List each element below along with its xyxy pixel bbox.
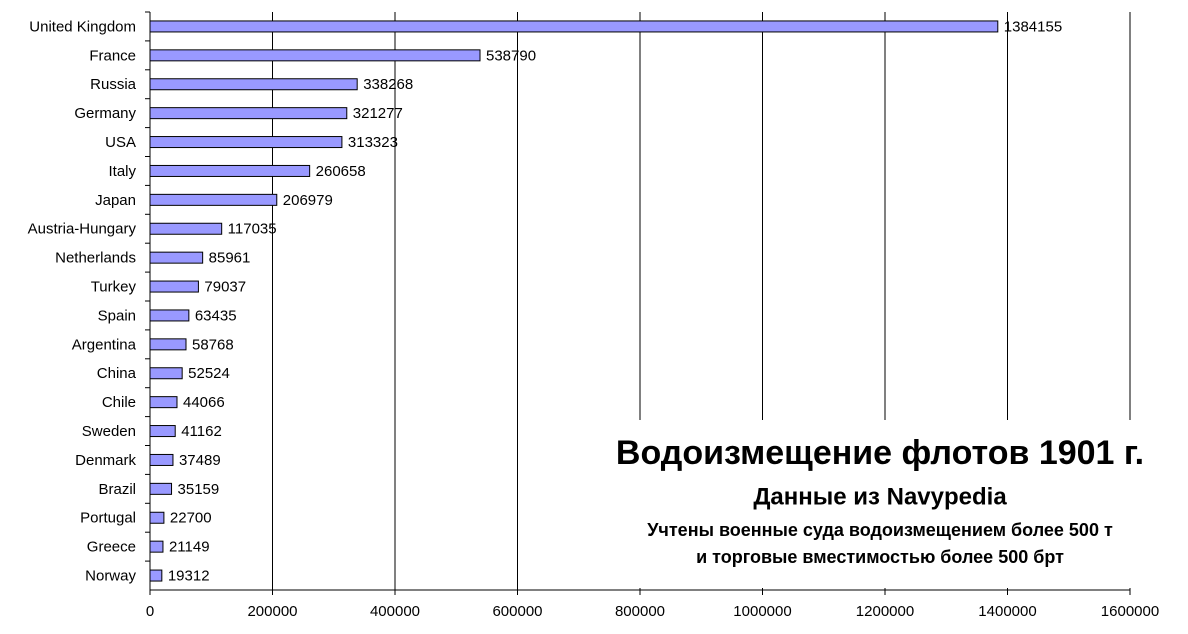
bar <box>149 338 187 351</box>
value-label: 206979 <box>283 192 333 209</box>
x-tick-label: 1200000 <box>856 603 914 620</box>
y-tick-label: Sweden <box>82 423 136 440</box>
bar <box>149 569 163 582</box>
y-tick-label: Norway <box>85 568 136 585</box>
y-tick-label: USA <box>105 134 136 151</box>
value-label: 19312 <box>168 568 210 585</box>
value-label: 79037 <box>204 279 246 296</box>
chart-subtitle: Данные из Navypedia <box>753 483 1007 510</box>
x-tick-label: 1000000 <box>733 603 791 620</box>
bar <box>149 164 311 177</box>
chart-title: Водоизмещение флотов 1901 г. <box>616 434 1144 472</box>
bar <box>149 280 199 293</box>
value-label: 313323 <box>348 134 398 151</box>
y-tick-label: China <box>97 365 137 382</box>
y-tick-label: Argentina <box>72 336 137 353</box>
value-label: 35159 <box>178 481 220 498</box>
bar <box>149 309 190 322</box>
x-tick-label: 200000 <box>247 603 297 620</box>
y-tick-label: United Kingdom <box>29 18 136 35</box>
x-tick-label: 0 <box>146 603 154 620</box>
y-tick-label: Japan <box>95 192 136 209</box>
y-tick-label: Portugal <box>80 510 136 527</box>
value-label: 1384155 <box>1004 18 1062 35</box>
value-label: 37489 <box>179 452 221 469</box>
value-label: 260658 <box>316 163 366 180</box>
y-tick-label: Greece <box>87 539 136 556</box>
plot: 0 200000 400000 600000 800000 1000000 1200000 1… <box>28 11 1159 620</box>
bar <box>149 251 204 264</box>
y-tick-label: Spain <box>98 307 136 324</box>
y-tick-label: Chile <box>102 394 136 411</box>
y-tick-label: France <box>89 47 136 64</box>
x-tick-label: 1600000 <box>1101 603 1159 620</box>
value-label: 63435 <box>195 307 237 324</box>
bar <box>149 49 481 62</box>
bar <box>149 511 165 524</box>
x-tick-label: 400000 <box>370 603 420 620</box>
value-label: 321277 <box>353 105 403 122</box>
value-label: 85961 <box>209 250 251 267</box>
bar <box>149 540 164 553</box>
bar <box>149 367 183 380</box>
y-tick-label: Germany <box>74 105 136 122</box>
y-tick-label: Austria-Hungary <box>28 221 137 238</box>
bar <box>149 425 176 438</box>
value-label: 41162 <box>181 423 222 440</box>
value-label: 117035 <box>228 221 277 238</box>
x-tick-label: 800000 <box>615 603 665 620</box>
title-box <box>570 420 1188 588</box>
y-tick-label: Denmark <box>75 452 136 469</box>
bar <box>149 107 348 120</box>
value-label: 538790 <box>486 47 536 64</box>
bar <box>149 222 223 235</box>
y-tick-label: Netherlands <box>55 250 136 267</box>
value-label: 44066 <box>183 394 225 411</box>
y-tick-label: Russia <box>90 76 137 93</box>
bar <box>149 482 173 495</box>
y-tick-label: Italy <box>108 163 136 180</box>
y-tick-label: Turkey <box>91 279 137 296</box>
value-label: 52524 <box>188 365 230 382</box>
bar <box>149 396 178 409</box>
bar <box>149 453 174 466</box>
y-tick-label: Brazil <box>98 481 136 498</box>
value-label: 21149 <box>169 539 210 556</box>
bar <box>149 193 278 206</box>
x-tick-label: 600000 <box>492 603 542 620</box>
bar <box>149 20 999 33</box>
value-label: 338268 <box>363 76 413 93</box>
value-label: 58768 <box>192 336 234 353</box>
bar <box>149 136 343 149</box>
x-tick-label: 1400000 <box>978 603 1036 620</box>
value-label: 22700 <box>170 510 212 527</box>
note: и торговые вместимостью более 500 брт <box>696 547 1064 567</box>
bar <box>149 78 358 91</box>
note: Учтены военные суда водоизмещением более… <box>647 520 1113 540</box>
